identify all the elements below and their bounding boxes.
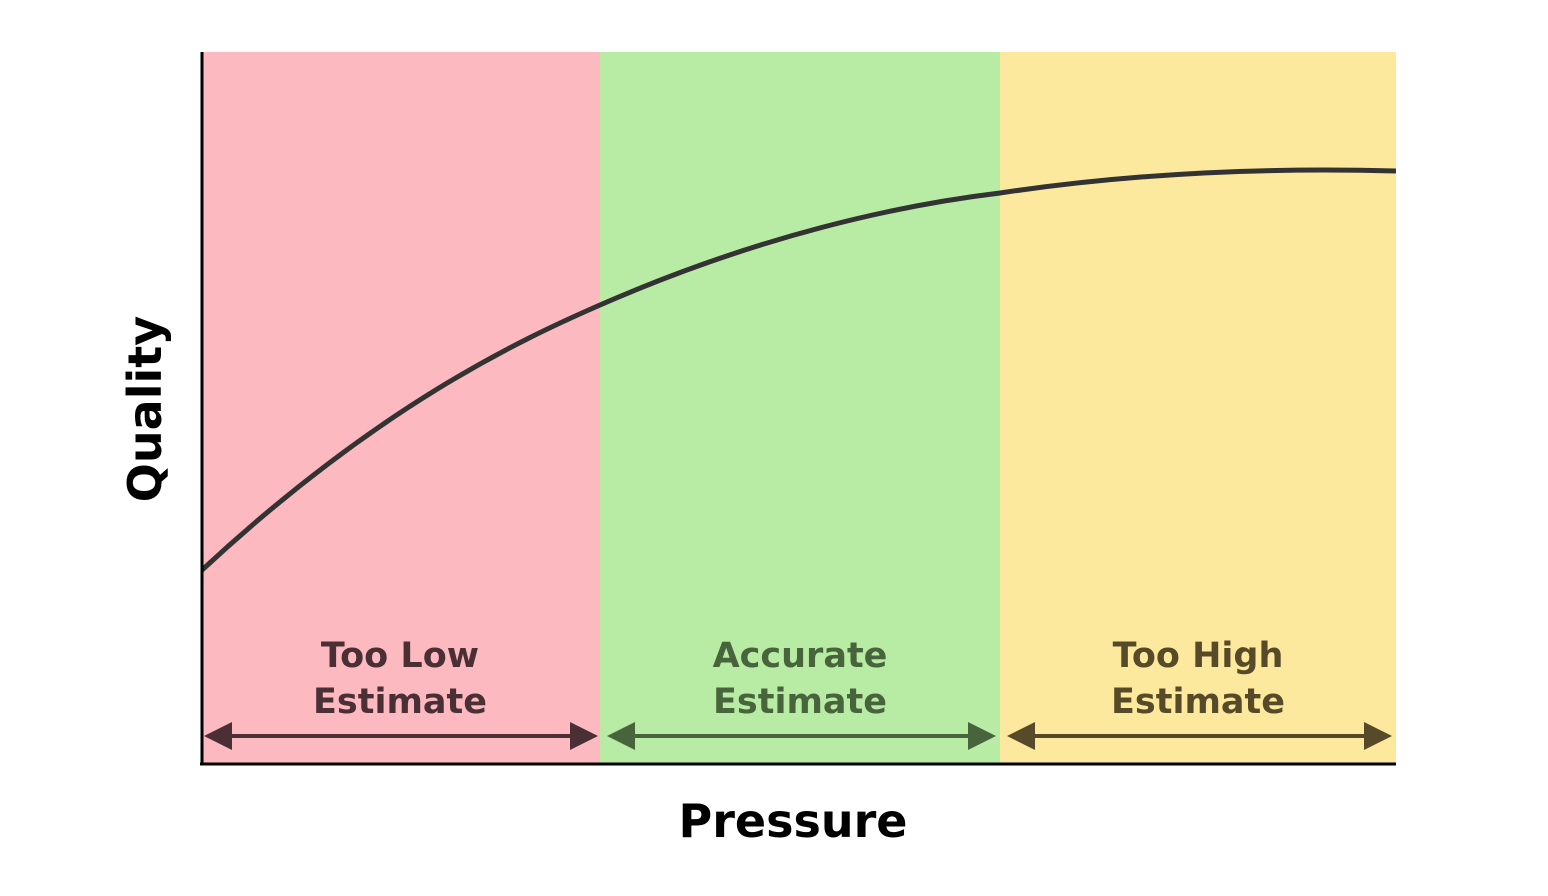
too-low-range-arrow (204, 722, 598, 750)
y-axis-title: Quality (118, 316, 172, 502)
too-high-label-line2: Estimate (1111, 682, 1285, 722)
accurate-label-line1: Accurate (713, 636, 888, 676)
accurate-label-line2: Estimate (713, 682, 887, 722)
x-axis-title: Pressure (679, 794, 908, 848)
too-low-label-line2: Estimate (313, 682, 487, 722)
quality-curve (202, 167, 1396, 572)
accurate-zone (600, 52, 1000, 764)
too-high-range-arrow (1007, 722, 1392, 750)
accurate-range-arrow (607, 722, 996, 750)
too-low-label-line1: Too Low (321, 636, 479, 676)
too-low-zone (202, 52, 600, 764)
too-high-label-line1: Too High (1113, 636, 1284, 676)
